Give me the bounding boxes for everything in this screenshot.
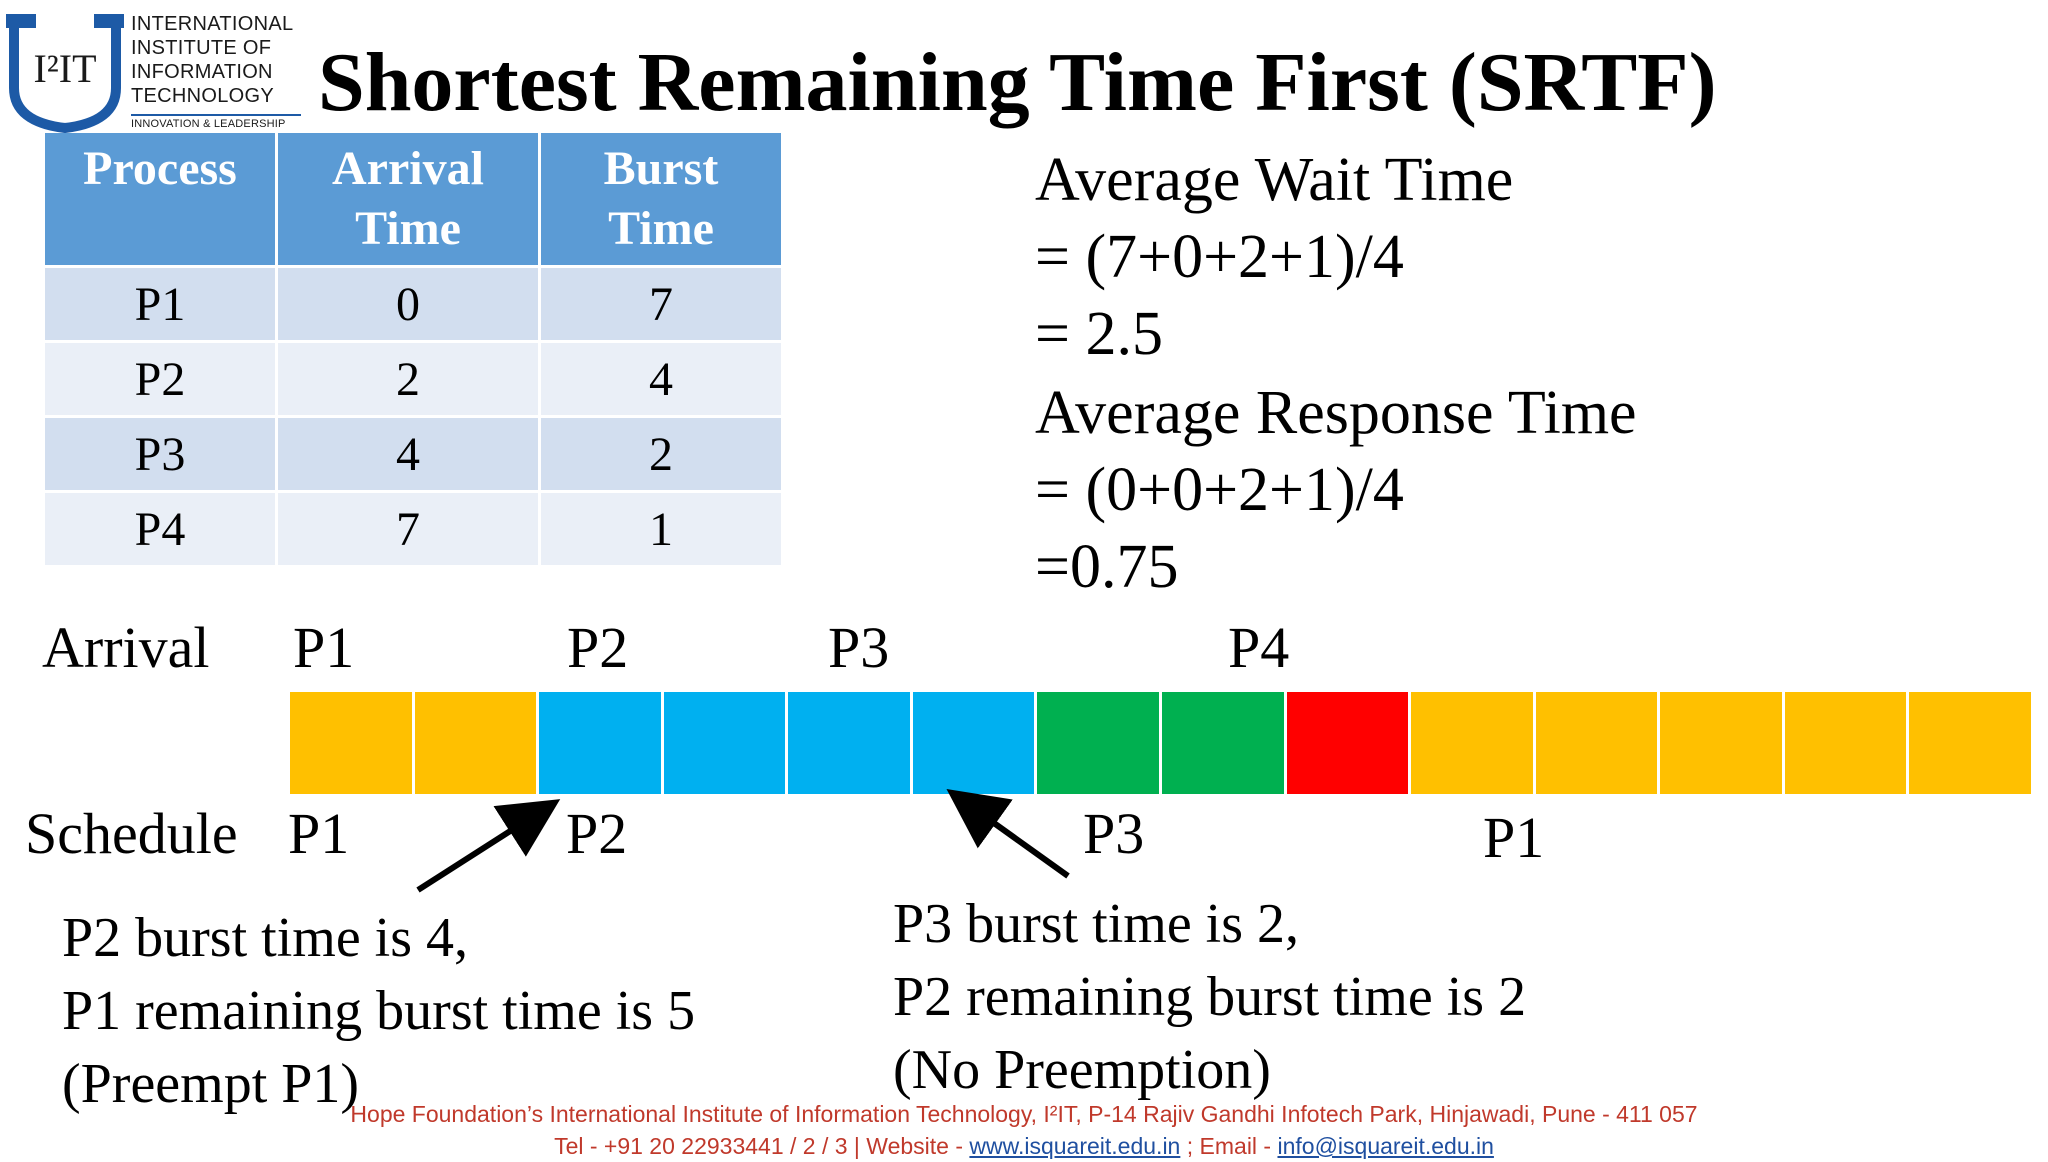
- header-arrival-time: Arrival Time: [278, 133, 538, 265]
- arrow-no-preempt-icon: [946, 789, 1070, 879]
- gantt-cell-p2: [663, 692, 789, 794]
- cell-arrival: 0: [278, 268, 538, 340]
- schedule-marker-p1: P1: [288, 801, 350, 866]
- logo-mark: I²IT: [33, 46, 96, 91]
- cell-arrival: 4: [278, 418, 538, 490]
- gantt-cell-p1: [290, 692, 415, 794]
- arrival-marker-p1: P1: [293, 615, 355, 680]
- cell-burst: 7: [541, 268, 781, 340]
- footer-address: Hope Foundation’s International Institut…: [350, 1101, 1698, 1127]
- cell-process: P4: [45, 493, 275, 565]
- gantt-cell-p2: [788, 692, 913, 794]
- arrow-preempt-icon: [416, 799, 561, 893]
- note-left-line-1: P2 burst time is 4,: [62, 907, 469, 969]
- gantt-cell-p1: [1660, 692, 1785, 794]
- schedule-marker-p1-resume: P1: [1483, 805, 1545, 870]
- logo-line-3: INFORMATION: [131, 61, 273, 83]
- logo-line-2: INSTITUTE OF: [131, 37, 272, 59]
- avg-wait-formula: = (7+0+2+1)/4: [1035, 223, 1404, 291]
- gantt-cell-p4: [1286, 692, 1412, 794]
- note-right-line-1: P3 burst time is 2,: [893, 893, 1300, 955]
- gantt-cell-p1: [1784, 692, 1910, 794]
- cell-process: P3: [45, 418, 275, 490]
- cell-burst: 2: [541, 418, 781, 490]
- logo-line-4: TECHNOLOGY: [131, 85, 275, 107]
- footer: Hope Foundation’s International Institut…: [0, 1098, 2048, 1162]
- gantt-cell-p2: [912, 692, 1038, 794]
- footer-email-link[interactable]: info@isquareit.edu.in: [1277, 1133, 1494, 1159]
- avg-wait-result: = 2.5: [1035, 300, 1163, 368]
- cell-burst: 4: [541, 343, 781, 415]
- table-row: P3 4 2: [45, 418, 781, 490]
- note-right-line-2: P2 remaining burst time is 2: [893, 966, 1527, 1028]
- arrival-marker-p2: P2: [567, 615, 629, 680]
- cell-burst: 1: [541, 493, 781, 565]
- process-table: Process Arrival Time Burst Time P1 0 7 P2 …: [42, 130, 784, 568]
- arrival-label: Arrival: [42, 615, 210, 680]
- logo-tagline: INNOVATION & LEADERSHIP: [131, 114, 301, 130]
- table-row: P1 0 7: [45, 268, 781, 340]
- logo-emblem-icon: I²IT: [6, 14, 124, 134]
- arrival-marker-p4: P4: [1228, 615, 1290, 680]
- header-burst-time: Burst Time: [541, 133, 781, 265]
- slide-title: Shortest Remaining Time First (SRTF): [318, 36, 1717, 129]
- table-header-row: Process Arrival Time Burst Time: [45, 133, 781, 265]
- note-left-line-2: P1 remaining burst time is 5: [62, 980, 696, 1042]
- cell-arrival: 7: [278, 493, 538, 565]
- gantt-cell-p3: [1037, 692, 1162, 794]
- arrival-marker-p3: P3: [828, 615, 890, 680]
- note-right-line-3: (No Preemption): [893, 1039, 1271, 1101]
- avg-wait-label: Average Wait Time: [1035, 146, 1514, 214]
- footer-contact: Tel - +91 20 22933441 / 2 / 3 | Website …: [0, 1130, 2048, 1162]
- institute-logo: I²IT INTERNATIONAL INSTITUTE OF INFORMAT…: [6, 10, 306, 144]
- gantt-cell-p2: [539, 692, 664, 794]
- footer-tel: Tel - +91 20 22933441 / 2 / 3 | Website …: [554, 1133, 970, 1159]
- cell-arrival: 2: [278, 343, 538, 415]
- avg-response-label: Average Response Time: [1035, 379, 1637, 447]
- table-row: P4 7 1: [45, 493, 781, 565]
- gantt-cell-p1: [1909, 692, 2034, 794]
- header-process: Process: [45, 133, 275, 265]
- schedule-marker-p2: P2: [566, 801, 628, 866]
- gantt-cell-p1: [1411, 692, 1536, 794]
- avg-response-formula: = (0+0+2+1)/4: [1035, 456, 1404, 524]
- table-row: P2 2 4: [45, 343, 781, 415]
- note-left-line-3: (Preempt P1): [62, 1053, 360, 1115]
- cell-process: P1: [45, 268, 275, 340]
- footer-email-prefix: ; Email -: [1180, 1133, 1278, 1159]
- logo-line-1: INTERNATIONAL: [131, 13, 294, 35]
- gantt-cell-p1: [414, 692, 540, 794]
- avg-response-result: =0.75: [1035, 533, 1179, 601]
- footer-website-link[interactable]: www.isquareit.edu.in: [969, 1133, 1181, 1159]
- gantt-cell-p1: [1535, 692, 1661, 794]
- gantt-chart: [290, 692, 2034, 794]
- cell-process: P2: [45, 343, 275, 415]
- schedule-label: Schedule: [25, 801, 238, 866]
- schedule-marker-p3: P3: [1083, 801, 1145, 866]
- gantt-cell-p3: [1162, 692, 1287, 794]
